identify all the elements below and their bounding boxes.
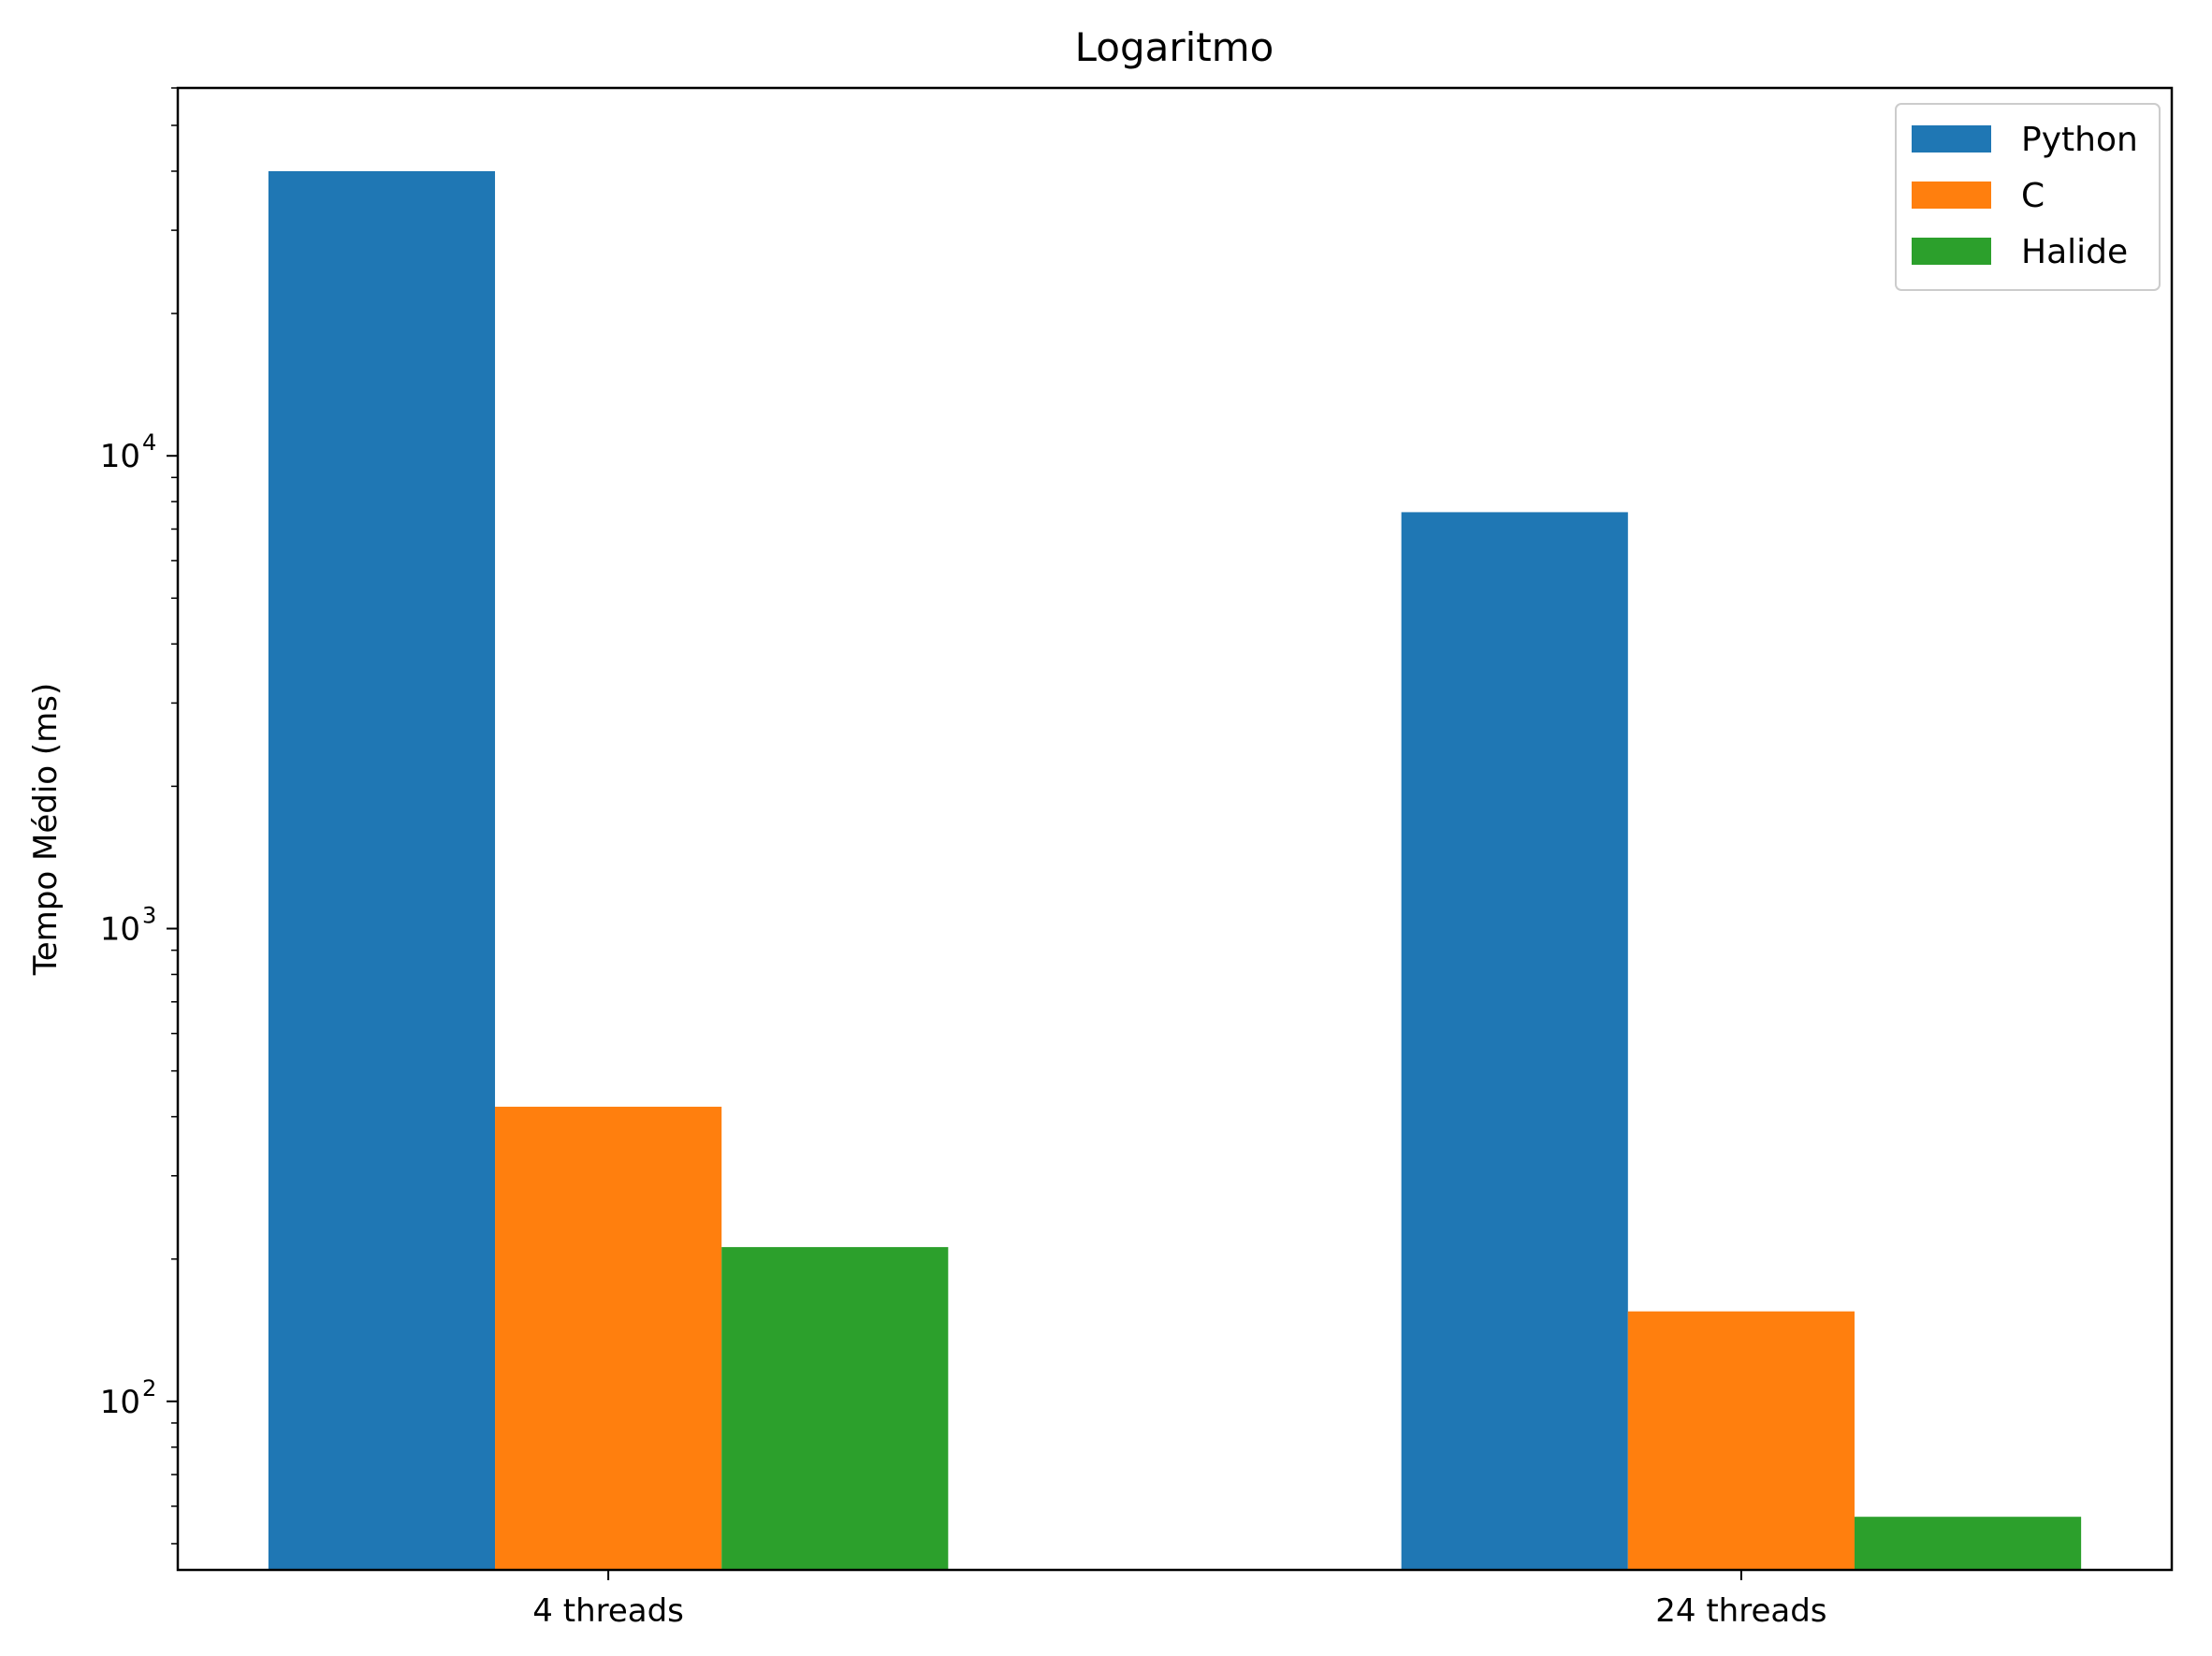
legend: Python C Halide — [1895, 103, 2161, 291]
x-tick-label: 24 threads — [1655, 1592, 1826, 1630]
bar-python-4-threads — [268, 170, 496, 1571]
bar-c-24-threads — [1627, 1311, 1855, 1570]
y-tick-label: 10 — [100, 911, 140, 949]
plot-frame — [176, 86, 2174, 1572]
y-tick-exponent: 2 — [142, 1375, 156, 1402]
chart-title: Logaritmo — [1075, 24, 1274, 70]
bar-c-4-threads — [495, 1106, 722, 1570]
y-tick-exponent: 3 — [142, 903, 156, 929]
bar-python-24-threads — [1401, 512, 1628, 1570]
y-tick-label: 10 — [100, 1384, 140, 1421]
legend-label-halide: Halide — [2021, 233, 2128, 271]
bars-layer — [268, 170, 2082, 1571]
y-tick-exponent: 4 — [142, 429, 156, 456]
legend-swatch-halide — [1912, 238, 1991, 265]
x-tick-label: 4 threads — [532, 1592, 684, 1630]
legend-label-c: C — [2021, 177, 2045, 215]
legend-swatch-python — [1912, 125, 1991, 153]
legend-swatch-c — [1912, 182, 1991, 209]
y-tick-label: 10 — [100, 438, 140, 475]
y-axis-label: Tempo Médio (ms) — [27, 683, 65, 976]
bar-halide-24-threads — [1854, 1517, 2082, 1570]
legend-label-python: Python — [2021, 121, 2138, 159]
bar-halide-4-threads — [721, 1246, 949, 1570]
